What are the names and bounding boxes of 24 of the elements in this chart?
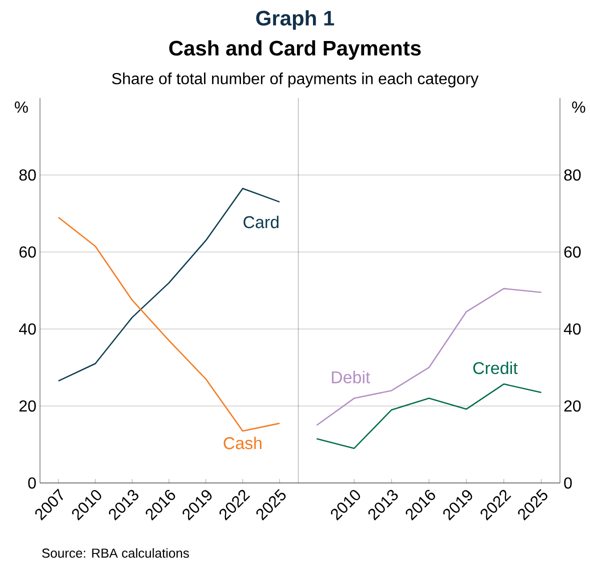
y-tick-label: 0 <box>28 477 36 489</box>
y-tick-label: 20 <box>19 400 36 412</box>
series-label: Card <box>244 216 278 228</box>
source-note: Source: RBA calculations <box>42 548 189 558</box>
y-tick-label: 80 <box>19 169 36 181</box>
y-tick-label: 80 <box>564 169 581 181</box>
y-axis-title: % <box>572 102 586 113</box>
series-label: Debit <box>332 370 370 384</box>
line-series <box>58 216 280 432</box>
y-tick-label: 60 <box>19 246 36 258</box>
chart-subtitle: Share of total number of payments in each category <box>112 72 479 88</box>
series-label: Cash <box>224 436 262 450</box>
y-tick-label: 0 <box>564 477 572 489</box>
caption: Graph 1 <box>256 10 334 30</box>
y-tick-label: 20 <box>564 400 581 412</box>
line-series <box>316 383 542 449</box>
line-series <box>58 188 280 382</box>
y-tick-label: 60 <box>564 246 581 258</box>
chart-title: Cash and Card Payments <box>169 40 421 60</box>
series-label: Credit <box>473 362 518 374</box>
y-tick-label: 40 <box>564 323 581 335</box>
line-series <box>316 288 542 426</box>
y-axis-title: % <box>14 102 28 113</box>
y-tick-label: 40 <box>19 323 36 335</box>
